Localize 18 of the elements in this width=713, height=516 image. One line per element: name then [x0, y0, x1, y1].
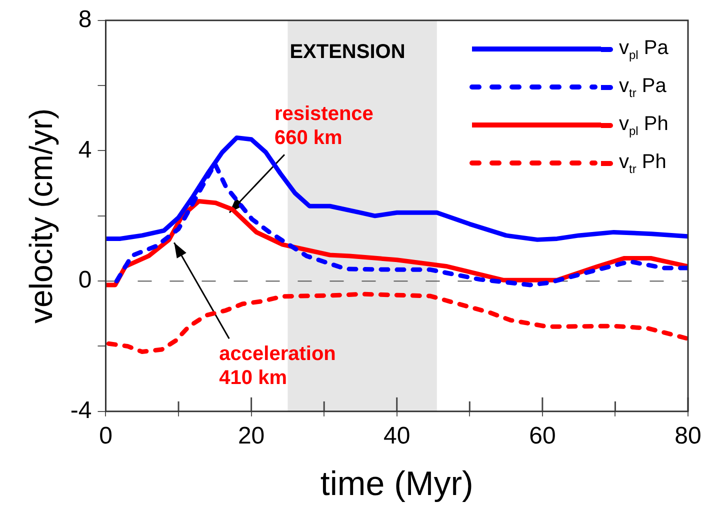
x-tick-label: 80	[674, 422, 702, 450]
y-axis-title: velocity (cm/yr)	[23, 108, 60, 324]
legend-label: v$_{tr}$ Pa	[619, 74, 666, 100]
x-tick-label: 20	[238, 422, 265, 450]
annotation: resistence 660 km	[274, 103, 374, 150]
legend-label: v$_{pl}$ Pa	[619, 36, 668, 62]
y-tick-label: 4	[78, 136, 92, 164]
y-tick-label: 0	[78, 266, 92, 294]
x-tick-label: 60	[529, 422, 556, 450]
legend-label: v$_{tr}$ Ph	[619, 150, 666, 176]
band-label: EXTENSION	[290, 40, 406, 63]
x-axis-title: time (Myr)	[320, 464, 474, 503]
annotation: acceleration 410 km	[219, 343, 336, 390]
x-tick-label: 0	[99, 422, 112, 450]
y-tick-label: 8	[78, 6, 92, 34]
x-tick-label: 40	[384, 422, 410, 450]
legend-label: v$_{pl}$ Ph	[619, 112, 668, 138]
y-tick-label: -4	[70, 397, 92, 424]
